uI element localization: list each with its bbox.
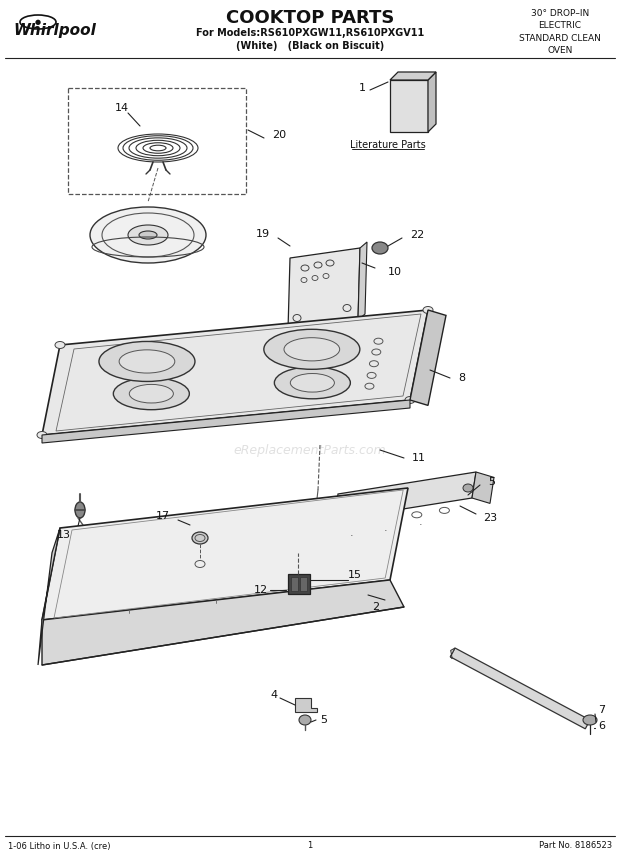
- Text: ●: ●: [35, 19, 41, 25]
- Text: 17: 17: [156, 511, 170, 521]
- Ellipse shape: [99, 342, 195, 382]
- Polygon shape: [410, 310, 446, 406]
- Polygon shape: [428, 72, 436, 132]
- Text: 23: 23: [483, 513, 497, 523]
- Text: 8: 8: [458, 373, 465, 383]
- Ellipse shape: [128, 225, 168, 245]
- Text: 11: 11: [412, 453, 426, 463]
- Polygon shape: [472, 472, 494, 503]
- Polygon shape: [358, 242, 367, 320]
- Ellipse shape: [423, 306, 433, 313]
- Text: 20: 20: [272, 130, 286, 140]
- Ellipse shape: [275, 367, 350, 399]
- Ellipse shape: [463, 484, 473, 492]
- Text: .: .: [418, 517, 422, 527]
- Text: Part No. 8186523: Part No. 8186523: [539, 841, 612, 851]
- Text: 15: 15: [348, 570, 362, 580]
- Text: eReplacementParts.com: eReplacementParts.com: [234, 443, 386, 456]
- Polygon shape: [295, 698, 317, 712]
- Text: 12: 12: [254, 585, 268, 595]
- Text: 5: 5: [488, 477, 495, 487]
- Ellipse shape: [119, 350, 175, 373]
- Polygon shape: [334, 472, 476, 520]
- Ellipse shape: [37, 431, 47, 438]
- Text: (White)   (Black on Biscuit): (White) (Black on Biscuit): [236, 41, 384, 51]
- Text: 5: 5: [320, 715, 327, 725]
- Ellipse shape: [372, 242, 388, 254]
- Text: 1: 1: [358, 83, 366, 93]
- Text: 19: 19: [256, 229, 270, 239]
- Ellipse shape: [290, 373, 334, 392]
- Polygon shape: [42, 400, 410, 443]
- Polygon shape: [42, 310, 428, 435]
- Text: .: .: [350, 528, 353, 538]
- Ellipse shape: [130, 384, 174, 403]
- Ellipse shape: [405, 396, 415, 403]
- Text: 22: 22: [410, 230, 424, 240]
- Ellipse shape: [264, 330, 360, 369]
- Ellipse shape: [284, 338, 340, 361]
- Text: COOKTOP PARTS: COOKTOP PARTS: [226, 9, 394, 27]
- Ellipse shape: [583, 715, 597, 725]
- Ellipse shape: [75, 502, 85, 518]
- Bar: [300, 577, 307, 591]
- Polygon shape: [450, 648, 590, 728]
- Text: 13: 13: [57, 530, 71, 540]
- Text: Literature Parts: Literature Parts: [350, 140, 426, 150]
- Ellipse shape: [55, 342, 65, 348]
- Text: .: .: [384, 523, 388, 532]
- Text: 1: 1: [308, 841, 312, 851]
- Text: 2: 2: [373, 602, 379, 612]
- Polygon shape: [288, 248, 360, 330]
- Text: 14: 14: [115, 103, 129, 113]
- Polygon shape: [42, 488, 408, 620]
- Bar: [68, 88, 246, 194]
- Polygon shape: [450, 648, 455, 659]
- Ellipse shape: [139, 231, 157, 239]
- Ellipse shape: [90, 207, 206, 263]
- Ellipse shape: [113, 377, 189, 410]
- Text: For Models:RS610PXGW11,RS610PXGV11: For Models:RS610PXGW11,RS610PXGV11: [196, 28, 424, 38]
- Text: 7: 7: [598, 705, 605, 715]
- Text: Whirlpool: Whirlpool: [14, 22, 97, 38]
- Bar: [291, 577, 298, 591]
- Text: 30° DROP–IN
ELECTRIC
STANDARD CLEAN
OVEN: 30° DROP–IN ELECTRIC STANDARD CLEAN OVEN: [519, 9, 601, 56]
- Ellipse shape: [299, 715, 311, 725]
- Bar: [68, 88, 246, 194]
- Polygon shape: [390, 80, 428, 132]
- Polygon shape: [390, 72, 436, 80]
- Text: 6: 6: [598, 721, 605, 731]
- Text: 1-06 Litho in U.S.A. (cre): 1-06 Litho in U.S.A. (cre): [8, 841, 110, 851]
- Polygon shape: [42, 580, 404, 665]
- Text: 10: 10: [388, 267, 402, 277]
- Bar: [288, 574, 310, 594]
- Polygon shape: [38, 528, 60, 665]
- Text: 4: 4: [271, 690, 278, 700]
- Ellipse shape: [192, 532, 208, 544]
